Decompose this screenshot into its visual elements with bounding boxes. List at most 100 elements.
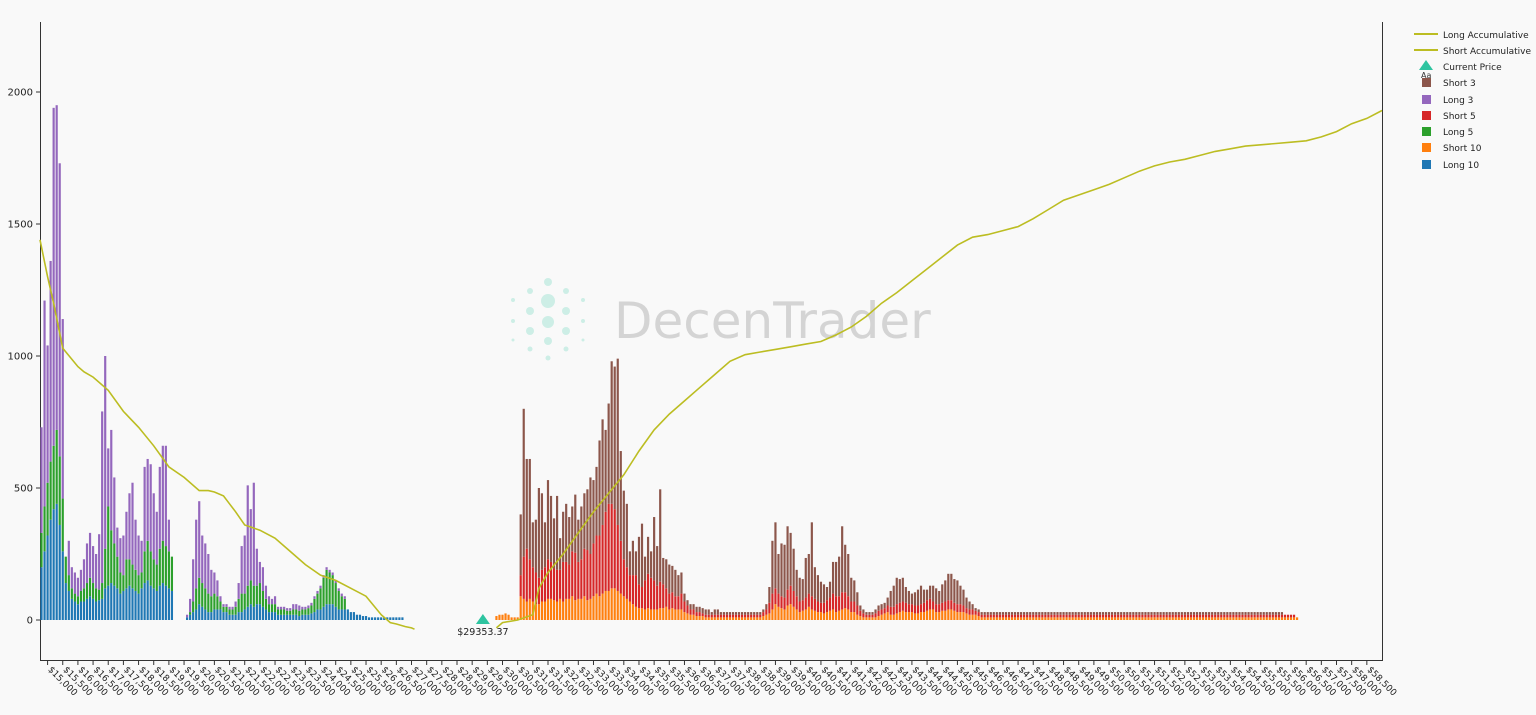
bar-short-10-bar bbox=[1062, 617, 1065, 620]
bar-short-10-bar bbox=[592, 596, 595, 620]
bar-short-5-bar bbox=[1026, 614, 1029, 618]
bar-long-5-bar bbox=[95, 588, 98, 602]
bar-long-5-bar bbox=[49, 461, 52, 520]
bar-short-3-bar bbox=[1220, 612, 1223, 615]
bar-short-3-bar bbox=[1177, 612, 1180, 615]
bar-short-3-bar bbox=[901, 577, 904, 602]
bar-short-5-bar bbox=[1183, 614, 1186, 618]
bar-short-10-bar bbox=[1265, 617, 1268, 620]
bar-short-3-bar bbox=[795, 569, 798, 597]
bar-long-10-bar bbox=[61, 551, 64, 620]
bar-long-10-bar bbox=[389, 617, 392, 620]
bar-short-3-bar bbox=[677, 575, 680, 597]
bar-long-3-bar bbox=[325, 567, 328, 570]
bar-short-3-bar bbox=[1038, 612, 1041, 615]
legend-item-current-price[interactable]: Aa Current Price bbox=[1419, 60, 1502, 80]
bar-long-3-bar bbox=[307, 605, 310, 609]
bar-short-5-bar bbox=[1147, 614, 1150, 618]
bar-long-10-bar bbox=[225, 612, 228, 620]
bar-short-10-bar bbox=[974, 614, 977, 620]
bar-long-10-bar bbox=[134, 590, 137, 620]
bar-long-10-bar bbox=[240, 612, 243, 620]
bar-long-3-bar bbox=[204, 543, 207, 589]
bar-short-5-bar bbox=[1189, 614, 1193, 618]
bar-short-10-bar bbox=[1089, 617, 1092, 620]
bar-short-10-bar bbox=[998, 617, 1001, 620]
bar-short-5-bar bbox=[698, 612, 701, 617]
bar-short-3-bar bbox=[1208, 612, 1211, 615]
bar-short-5-bar bbox=[656, 585, 659, 610]
bar-short-3-bar bbox=[956, 580, 959, 605]
bar-short-5-bar bbox=[1129, 614, 1132, 618]
bar-long-5-bar bbox=[280, 609, 283, 615]
bar-short-3-bar bbox=[1138, 612, 1141, 615]
bar-long-5-bar bbox=[116, 556, 119, 589]
bar-short-10-bar bbox=[1129, 617, 1132, 620]
y-tick-label: 0 bbox=[27, 616, 33, 627]
legend-item-short-3[interactable]: Short 3 bbox=[1422, 78, 1476, 89]
bar-short-5-bar bbox=[853, 601, 856, 613]
bar-long-5-bar bbox=[67, 575, 70, 591]
bar-short-5-bar bbox=[810, 596, 813, 610]
bar-long-10-bar bbox=[55, 503, 58, 620]
bar-short-10-bar bbox=[935, 612, 938, 620]
bar-short-10-bar bbox=[562, 601, 565, 620]
bar-long-10-bar bbox=[264, 609, 268, 620]
bar-short-10-bar bbox=[698, 616, 701, 620]
bar-long-10-bar bbox=[289, 614, 292, 620]
legend-item-long-3[interactable]: Long 3 bbox=[1422, 95, 1473, 106]
legend-item-short-5[interactable]: Short 5 bbox=[1422, 111, 1476, 122]
legend-item-short-10[interactable]: Short 10 bbox=[1422, 143, 1482, 154]
bar-long-5-bar bbox=[204, 588, 207, 610]
bar-short-3-bar bbox=[953, 579, 956, 603]
bar-short-3-bar bbox=[643, 556, 647, 581]
legend-item-long-5[interactable]: Long 5 bbox=[1422, 127, 1473, 138]
bar-short-5-bar bbox=[555, 569, 559, 602]
bar-long-5-bar bbox=[286, 610, 289, 615]
bar-short-10-bar bbox=[507, 614, 510, 620]
bar-long-3-bar bbox=[216, 580, 219, 597]
bar-long-5-bar bbox=[343, 598, 346, 610]
bar-long-3-bar bbox=[167, 519, 170, 552]
bar-short-5-bar bbox=[1086, 614, 1089, 618]
bar-short-10-bar bbox=[719, 617, 722, 620]
bar-short-10-bar bbox=[1068, 617, 1071, 620]
x-axis-ticks: $15,000$15,500$16,000$16,500$17,000$17,5… bbox=[45, 660, 1398, 699]
bar-short-5-bar bbox=[653, 580, 656, 610]
bar-long-10-bar bbox=[195, 609, 198, 620]
bar-long-5-bar bbox=[273, 604, 277, 613]
bar-long-10-bar bbox=[189, 614, 192, 620]
bar-short-5-bar bbox=[1241, 614, 1244, 618]
bar-short-10-bar bbox=[865, 617, 868, 620]
bar-long-3-bar bbox=[152, 493, 155, 560]
bar-short-10-bar bbox=[580, 598, 583, 620]
bar-short-10-bar bbox=[677, 609, 680, 620]
bar-long-5-bar bbox=[337, 590, 340, 610]
bar-short-10-bar bbox=[810, 609, 813, 620]
bar-short-10-bar bbox=[619, 593, 622, 620]
bar-short-5-bar bbox=[610, 503, 613, 589]
bar-short-3-bar bbox=[783, 544, 786, 598]
legend-item-long-10[interactable]: Long 10 bbox=[1422, 160, 1479, 171]
bar-short-10-bar bbox=[1214, 617, 1217, 620]
bar-long-10-bar bbox=[322, 606, 325, 620]
bar-short-3-bar bbox=[968, 601, 971, 610]
bar-short-10-bar bbox=[1038, 617, 1041, 620]
bar-short-3-bar bbox=[528, 458, 531, 560]
bar-short-10-bar bbox=[1244, 617, 1247, 620]
bar-long-10-bar bbox=[249, 604, 252, 620]
bar-short-10-bar bbox=[1292, 617, 1296, 620]
bar-short-3-bar bbox=[1053, 612, 1056, 615]
legend-item-short-accumulative[interactable]: Short Accumulative bbox=[1414, 47, 1531, 57]
bar-short-5-bar bbox=[962, 605, 965, 613]
bar-short-3-bar bbox=[871, 612, 874, 615]
bar-short-3-bar bbox=[1223, 612, 1226, 615]
bar-short-5-bar bbox=[892, 606, 895, 615]
bar-long-10-bar bbox=[352, 612, 355, 620]
bar-long-10-bar bbox=[201, 606, 204, 620]
bar-short-5-bar bbox=[1274, 614, 1277, 618]
bar-short-10-bar bbox=[1053, 617, 1056, 620]
legend-item-long-accumulative[interactable]: Long Accumulative bbox=[1414, 31, 1529, 41]
bar-long-5-bar bbox=[258, 583, 261, 605]
